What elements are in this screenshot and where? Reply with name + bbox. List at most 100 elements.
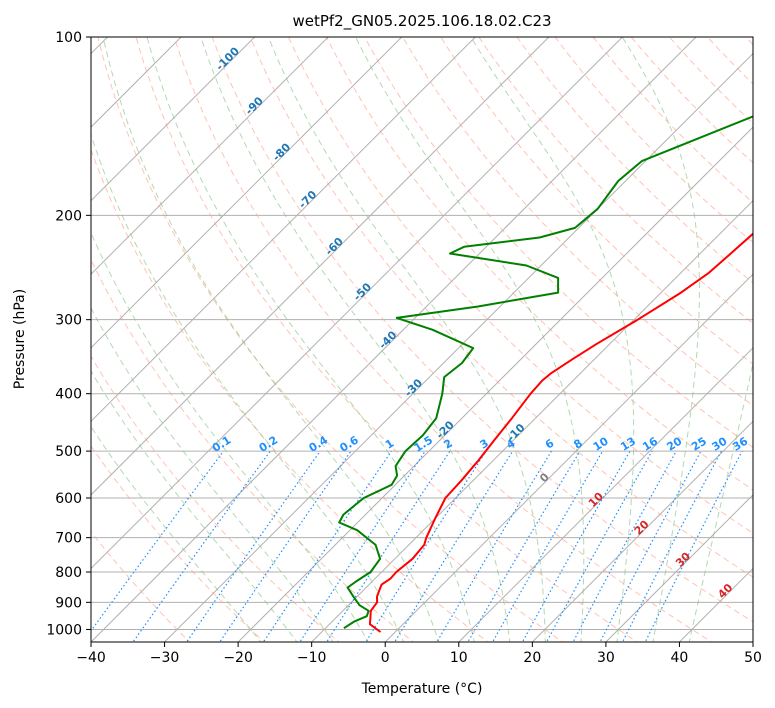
dry-adiabat bbox=[91, 148, 489, 642]
isotherm-label: -50 bbox=[351, 280, 374, 303]
mixing-ratio-label: 3 bbox=[478, 437, 491, 452]
dewpoint-line bbox=[338, 115, 753, 630]
moist-adiabat bbox=[267, 37, 546, 642]
dry-adiabat bbox=[135, 37, 639, 642]
isotherm-gridline bbox=[91, 37, 182, 128]
dry-adiabat bbox=[287, 37, 753, 534]
y-tick-label: 500 bbox=[55, 444, 82, 460]
moist-adiabat bbox=[688, 360, 753, 642]
isotherm-gridline bbox=[91, 37, 403, 349]
mixing-ratio-line bbox=[299, 450, 426, 642]
x-tick-label: 0 bbox=[381, 650, 390, 666]
isotherm-gridline bbox=[91, 37, 624, 570]
x-tick-label: −20 bbox=[223, 650, 253, 666]
mixing-ratio-label: 6 bbox=[543, 436, 557, 451]
x-tick-label: 10 bbox=[450, 650, 468, 666]
moist-adiabat bbox=[91, 133, 405, 642]
isotherm-gridline bbox=[384, 273, 753, 642]
dry-adiabat bbox=[325, 37, 753, 491]
isotherm-label: 20 bbox=[632, 517, 652, 537]
y-tick-label: 300 bbox=[55, 313, 82, 329]
y-tick-label: 200 bbox=[55, 208, 82, 224]
x-tick-label: −30 bbox=[150, 650, 180, 666]
isotherm-gridline bbox=[91, 37, 697, 642]
y-tick-label: 900 bbox=[55, 595, 82, 611]
y-tick-label: 100 bbox=[55, 30, 82, 46]
isotherm-label: 40 bbox=[715, 581, 735, 601]
y-tick-label: 600 bbox=[55, 491, 82, 507]
dry-adiabat bbox=[771, 24, 775, 645]
dry-adiabat bbox=[91, 445, 265, 642]
y-axis-label: Pressure (hPa) bbox=[12, 289, 28, 389]
y-tick-label: 700 bbox=[55, 531, 82, 547]
x-tick-label: −40 bbox=[76, 650, 106, 666]
moist-adiabat bbox=[91, 425, 262, 642]
line-labels: 0.1 0.2 0.4 0.6 1 1.5 2 3 4 6 8 10 13 16 20 25 30 36-100-… bbox=[210, 44, 751, 601]
isotherm-gridline bbox=[310, 199, 753, 642]
moist-adiabat bbox=[621, 37, 700, 642]
isotherm-gridline bbox=[163, 52, 753, 642]
background-grid bbox=[0, 10, 775, 654]
moist-adiabat bbox=[91, 370, 298, 642]
dry-adiabat bbox=[706, 37, 753, 85]
mixing-ratio-label: 0.2 bbox=[257, 433, 280, 454]
mixing-ratio-line bbox=[91, 450, 224, 632]
isotherm-label: -90 bbox=[243, 94, 266, 117]
dry-adiabat bbox=[516, 37, 753, 284]
isotherm-gridline bbox=[752, 641, 753, 642]
chart-title: wetPf2_GN05.2025.106.18.02.C23 bbox=[292, 12, 551, 31]
mixing-ratio-line bbox=[621, 450, 722, 642]
x-tick-label: 30 bbox=[597, 650, 615, 666]
mixing-ratio-line bbox=[467, 450, 581, 642]
dry-adiabat bbox=[91, 355, 340, 642]
dry-adiabat bbox=[249, 37, 753, 578]
isotherm-label: -100 bbox=[213, 44, 242, 73]
moist-adiabat bbox=[200, 37, 511, 642]
moist-adiabat bbox=[91, 307, 334, 642]
x-tick-label: 50 bbox=[744, 650, 762, 666]
isotherm-gridline bbox=[0, 10, 61, 654]
isotherm-label: -30 bbox=[402, 376, 425, 399]
dry-adiabat bbox=[211, 37, 753, 623]
isotherm-label: 10 bbox=[586, 490, 606, 510]
dry-adiabat bbox=[744, 37, 753, 46]
moist-adiabat bbox=[146, 37, 475, 642]
isotherm-gridline bbox=[91, 37, 477, 423]
mixing-ratio-line bbox=[325, 450, 451, 642]
mixing-ratio-line bbox=[599, 450, 702, 642]
isotherm-label: -80 bbox=[270, 140, 293, 163]
mixing-ratio-line bbox=[365, 450, 487, 642]
mixing-ratio-line bbox=[394, 450, 514, 642]
plot-frame bbox=[90, 36, 754, 643]
mixing-ratio-line bbox=[572, 450, 677, 642]
dry-adiabat bbox=[97, 37, 564, 642]
isotherm-gridline bbox=[91, 37, 329, 275]
moist-adiabat bbox=[354, 37, 585, 642]
x-tick-label: 20 bbox=[523, 650, 541, 666]
moist-adiabat bbox=[91, 231, 369, 642]
x-tick-label: −10 bbox=[297, 650, 327, 666]
isotherm-label: -20 bbox=[434, 418, 457, 441]
dry-adiabat bbox=[668, 37, 753, 125]
y-tick-label: 400 bbox=[55, 387, 82, 403]
moist-adiabat bbox=[102, 37, 440, 642]
isotherm-label: -40 bbox=[376, 328, 399, 351]
mixing-ratio-line bbox=[219, 450, 352, 642]
y-tick-label: 800 bbox=[55, 565, 82, 581]
dry-adiabat bbox=[440, 37, 753, 365]
x-axis-label: Temperature (°C) bbox=[361, 681, 483, 697]
dry-adiabat bbox=[91, 258, 415, 642]
x-tick-label: 40 bbox=[671, 650, 689, 666]
mixing-ratio-line bbox=[185, 450, 321, 642]
mixing-ratio-line bbox=[132, 450, 271, 642]
dry-adiabat bbox=[402, 37, 753, 407]
isotherm-label: 30 bbox=[673, 549, 693, 569]
mixing-ratio-line bbox=[436, 450, 553, 642]
isotherm-gridline bbox=[91, 37, 256, 202]
isotherm-gridline bbox=[91, 37, 550, 496]
isotherm-gridline bbox=[458, 347, 753, 642]
isotherm-label: -70 bbox=[296, 188, 319, 211]
temperature-line bbox=[368, 232, 753, 633]
axes: −40 −30 −20 −10 0 10 20 30 40 5010020030040050060… bbox=[46, 30, 762, 666]
